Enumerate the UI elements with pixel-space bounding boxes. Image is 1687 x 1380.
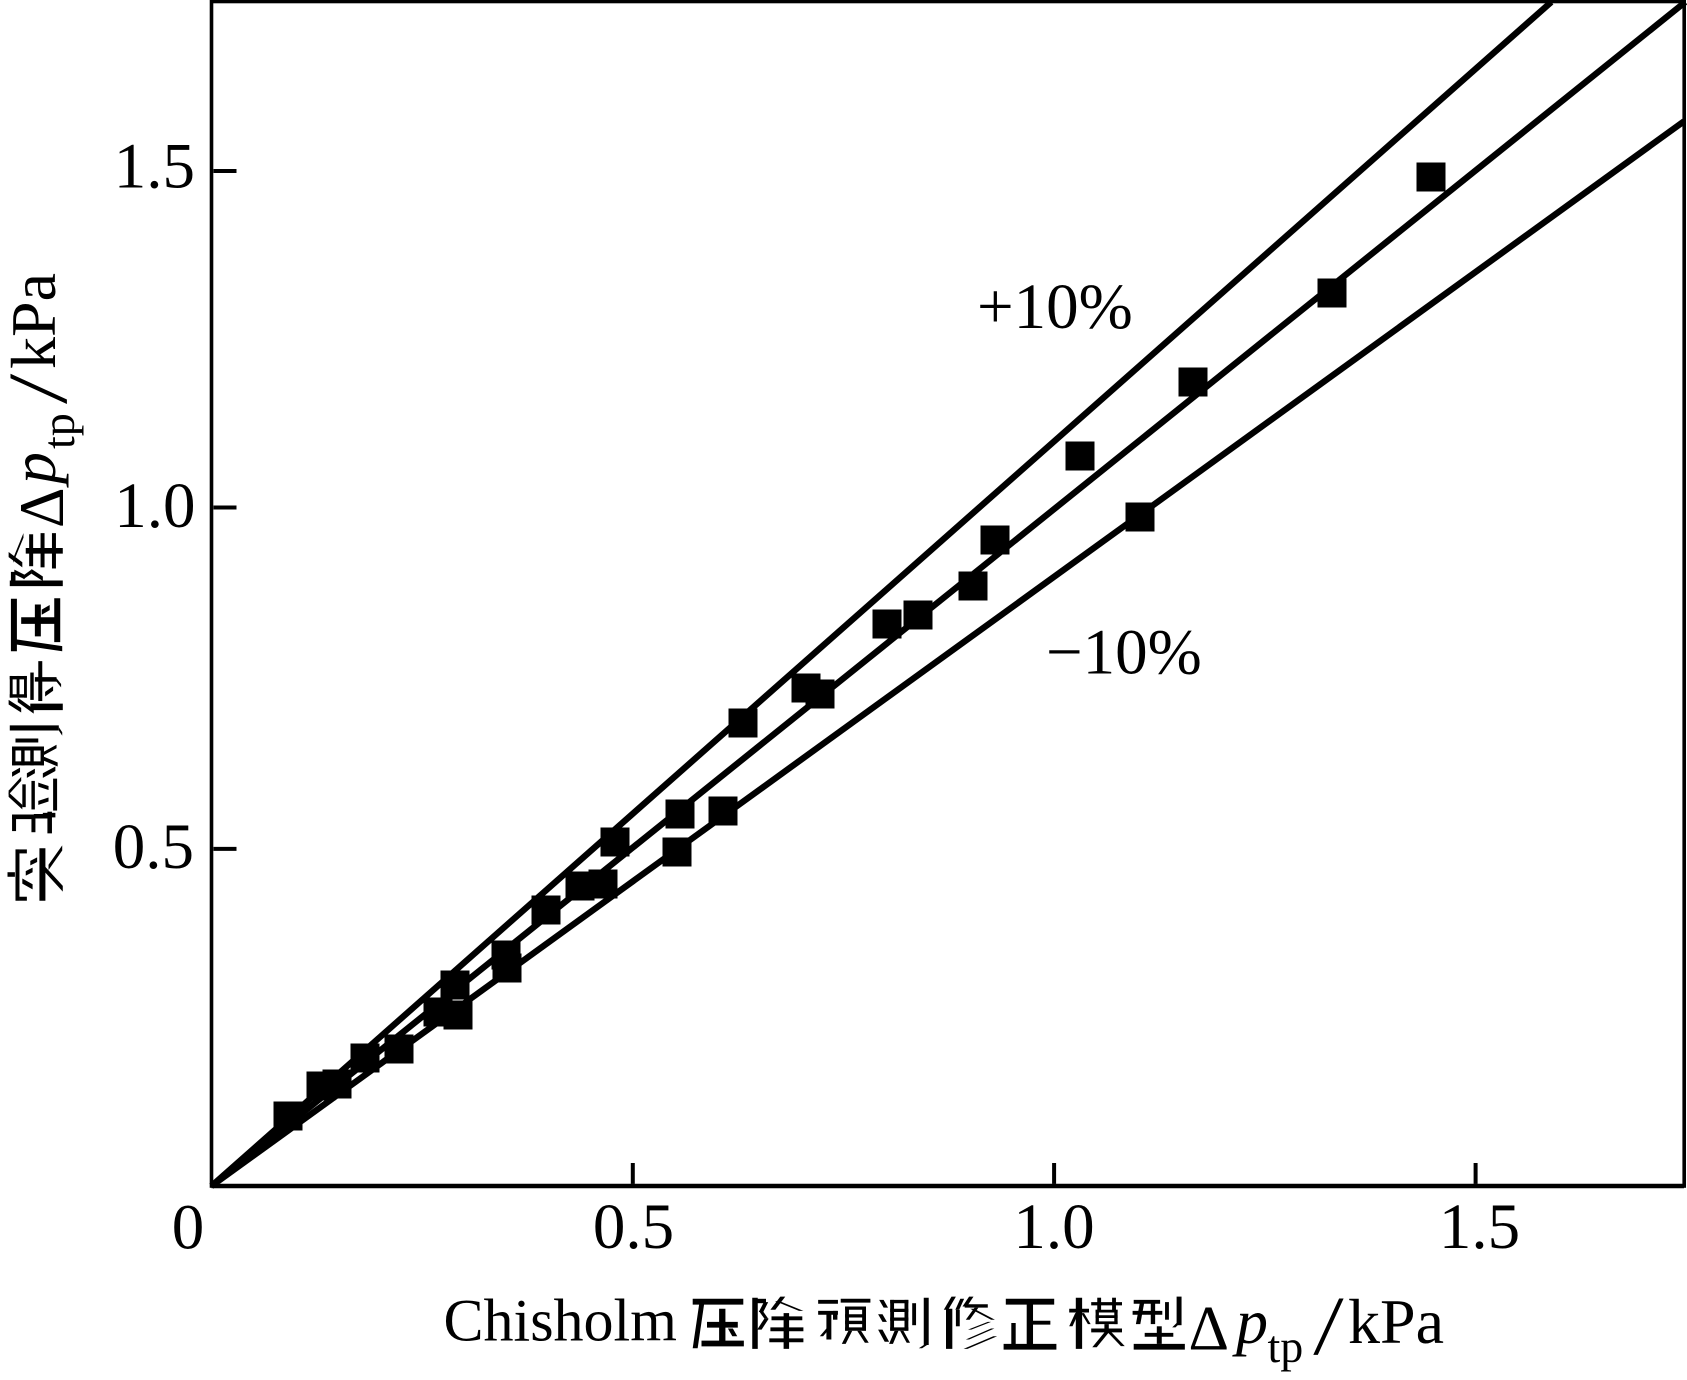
svg-text:Δ: Δ — [1189, 1294, 1230, 1364]
svg-text:kPa: kPa — [1348, 1286, 1444, 1357]
svg-text:1.5: 1.5 — [1439, 1191, 1520, 1263]
svg-text:1.0: 1.0 — [1013, 1191, 1094, 1263]
svg-text:0: 0 — [172, 1192, 205, 1264]
svg-text:p: p — [0, 452, 69, 488]
svg-text:0.5: 0.5 — [113, 811, 194, 883]
svg-text:tp: tp — [33, 413, 84, 449]
svg-text:tp: tp — [1268, 1321, 1304, 1372]
svg-text:Δ: Δ — [7, 487, 77, 528]
svg-text:0.5: 0.5 — [593, 1191, 674, 1263]
svg-text:1.0: 1.0 — [114, 470, 195, 542]
svg-text:1.5: 1.5 — [114, 131, 195, 203]
svg-text:−10%: −10% — [1046, 617, 1202, 689]
svg-text:+10%: +10% — [977, 271, 1133, 343]
svg-text:kPa: kPa — [0, 273, 69, 369]
svg-text:Chisholm: Chisholm — [444, 1288, 677, 1354]
svg-text:p: p — [1232, 1286, 1268, 1357]
